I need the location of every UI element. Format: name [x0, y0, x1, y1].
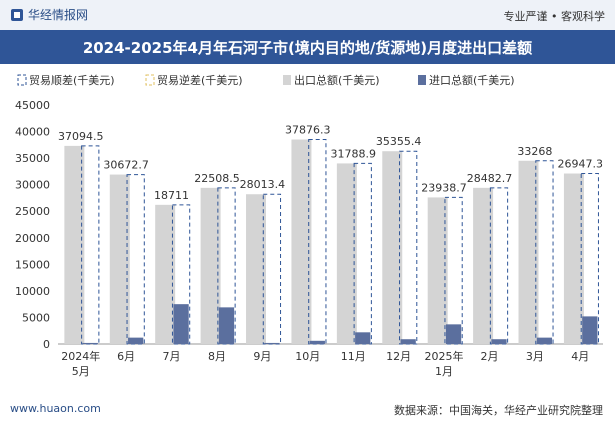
- export-bar: [473, 187, 494, 344]
- legend-label: 贸易逆差(千美元): [157, 73, 243, 87]
- data-label: 18711: [154, 189, 189, 202]
- y-tick-label: 35000: [15, 152, 50, 165]
- export-bar: [109, 174, 130, 344]
- export-bar: [155, 204, 176, 344]
- export-bar: [336, 163, 357, 344]
- brand: 华经情报网: [10, 6, 88, 23]
- x-tick-label: 3月: [526, 350, 544, 363]
- export-bar: [246, 194, 267, 344]
- data-label: 26947.3: [558, 158, 604, 171]
- legend-label: 出口总额(千美元): [294, 73, 380, 87]
- data-label: 37094.5: [58, 130, 104, 143]
- export-bar: [427, 197, 448, 344]
- y-tick-label: 15000: [15, 258, 50, 271]
- surplus-outline-bar: [171, 204, 191, 345]
- legend-swatch: [17, 74, 27, 86]
- import-bar: [173, 304, 189, 344]
- import-bar: [82, 342, 98, 344]
- x-tick-label: 2月: [480, 350, 498, 363]
- footer-source: 数据来源：中国海关，华经产业研究院整理: [394, 404, 603, 417]
- legend-swatch: [145, 74, 155, 86]
- legend-label: 进口总额(千美元): [429, 73, 515, 87]
- legend-swatch: [283, 75, 291, 85]
- x-tick-label: 4月: [571, 350, 589, 363]
- x-tick-label: 7月: [163, 350, 181, 363]
- import-bar: [536, 337, 553, 344]
- y-tick-label: 40000: [15, 126, 50, 139]
- data-label: 28482.7: [467, 172, 513, 185]
- export-bar: [291, 139, 312, 344]
- data-label: 35355.4: [376, 135, 422, 148]
- surplus-outline-bar: [81, 145, 100, 345]
- y-tick-label: 20000: [15, 232, 50, 245]
- data-label: 33268: [517, 145, 552, 158]
- surplus-outline-bar: [535, 160, 554, 345]
- legend-item-3: 出口总额(千美元): [283, 73, 380, 87]
- import-bar: [309, 340, 325, 344]
- top-bar: 华经情报网 专业严谨 • 客观科学: [0, 0, 615, 30]
- export-bar: [200, 187, 221, 344]
- import-bar: [355, 332, 371, 344]
- y-tick-label: 30000: [15, 179, 50, 192]
- x-tick-label: 12月: [386, 350, 411, 363]
- export-bar: [382, 151, 403, 344]
- import-bar: [264, 342, 280, 344]
- data-label: 30672.7: [103, 159, 149, 172]
- y-tick-label: 5000: [22, 311, 50, 324]
- footer-website[interactable]: www.huaon.com: [10, 402, 101, 415]
- export-bar: [563, 173, 584, 344]
- x-tick-label: 10月: [295, 350, 320, 363]
- brand-name: 华经情报网: [28, 8, 89, 22]
- data-label: 23938.7: [421, 181, 467, 194]
- x-tick-label: 6月: [117, 350, 135, 363]
- legend-item-2: 贸易逆差(千美元): [145, 73, 243, 87]
- chart-title: 2024-2025年4月年石河子市(境内目的地/货源地)月度进出口差额: [0, 30, 615, 64]
- data-label: 37876.3: [285, 124, 331, 137]
- import-bar: [445, 324, 462, 344]
- import-bar: [128, 337, 144, 344]
- import-bar: [218, 307, 235, 344]
- x-tick-label: 8月: [208, 350, 226, 363]
- surplus-outline-bar: [444, 196, 463, 345]
- data-label: 22508.5: [194, 172, 240, 185]
- legend-swatch: [418, 75, 426, 85]
- x-tick-label: 2025年: [425, 349, 464, 363]
- tagline: 专业严谨 • 客观科学: [503, 10, 605, 23]
- surplus-outline-bar: [308, 139, 327, 345]
- import-bar: [400, 339, 416, 344]
- import-bar: [582, 316, 598, 344]
- x-tick-label: 5月: [72, 365, 90, 378]
- x-tick-label: 2024年: [61, 349, 100, 363]
- legend-item-4: 进口总额(千美元): [418, 73, 515, 87]
- y-tick-label: 45000: [15, 99, 50, 112]
- import-bar: [491, 339, 507, 344]
- y-tick-label: 10000: [15, 285, 50, 298]
- brand-logo-icon: [11, 8, 23, 21]
- x-tick-label: 9月: [253, 350, 271, 363]
- data-label: 31788.9: [330, 147, 376, 160]
- y-tick-label: 0: [43, 338, 50, 351]
- legend-label: 贸易顺差(千美元): [29, 73, 115, 87]
- chart: 贸易顺差(千美元) 贸易逆差(千美元) 出口总额(千美元) 进口总额(千美元) 0 500…: [15, 73, 604, 378]
- export-bar: [64, 145, 85, 344]
- x-tick-label: 11月: [341, 350, 366, 363]
- y-tick-label: 25000: [15, 205, 50, 218]
- legend-item-1: 贸易顺差(千美元): [17, 73, 115, 87]
- data-label: 28013.4: [240, 178, 286, 191]
- x-tick-label: 1月: [435, 365, 453, 378]
- surplus-outline-bar: [126, 174, 145, 345]
- export-bar: [518, 160, 539, 344]
